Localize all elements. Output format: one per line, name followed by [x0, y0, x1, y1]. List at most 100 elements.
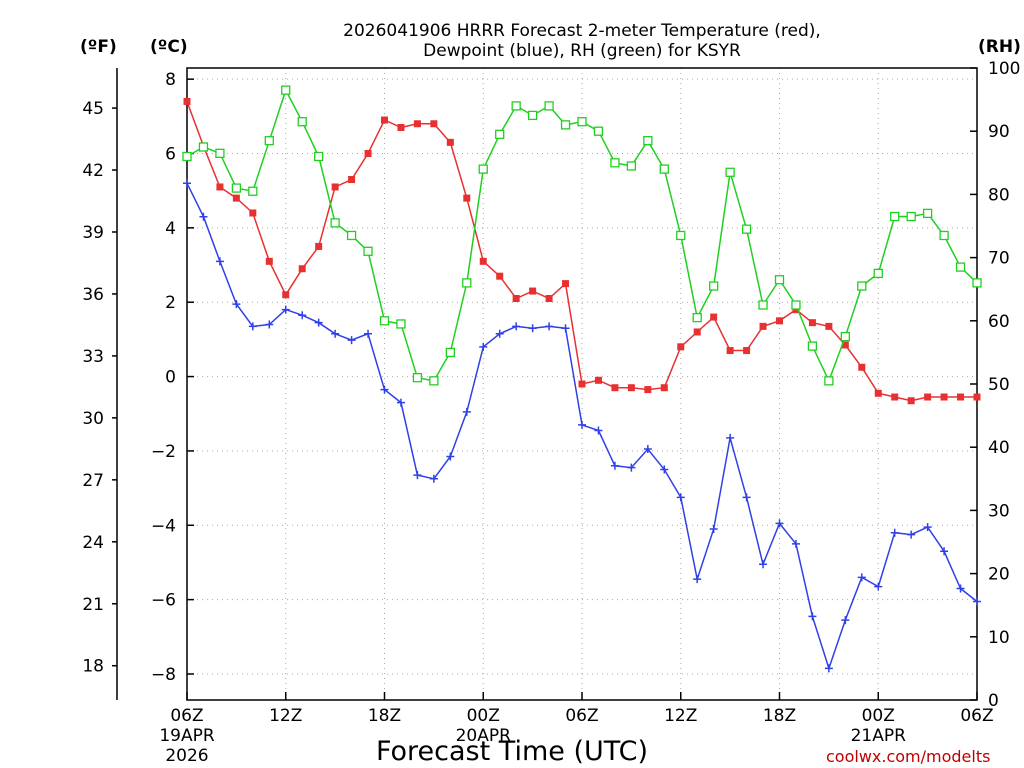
- time-tick-year: 2026: [165, 746, 208, 766]
- rh-point: [890, 211, 900, 222]
- dewpoint-point: [462, 407, 471, 416]
- temperature-point: [759, 322, 767, 330]
- dewpoint-point: [676, 493, 685, 502]
- time-tick-label: 00Z: [862, 706, 895, 726]
- rh-point: [379, 316, 390, 326]
- temperature-series: [183, 97, 981, 405]
- rh-point: [955, 262, 966, 272]
- dewpoint-point: [364, 329, 373, 338]
- celsius-tick-label: −2: [151, 442, 176, 462]
- chart-title-line1: 2026041906 HRRR Forecast 2-meter Tempera…: [343, 21, 821, 41]
- dewpoint-point: [396, 398, 405, 407]
- dewpoint-point: [973, 597, 981, 606]
- rh-tick-label: 50: [988, 375, 1010, 395]
- temperature-point: [413, 120, 421, 128]
- rh-tick-label: 0: [988, 691, 999, 711]
- dewpoint-point: [907, 530, 916, 539]
- dewpoint-point: [413, 471, 422, 480]
- rh-point: [560, 120, 571, 130]
- dewpoint-point: [940, 547, 949, 556]
- rh-point: [314, 151, 324, 162]
- rh-point: [462, 278, 472, 288]
- fahrenheit-tick-label: 18: [82, 657, 104, 677]
- dewpoint-point: [890, 528, 899, 537]
- dewpoint-point: [693, 575, 702, 584]
- temperature-point: [216, 183, 224, 191]
- dewpoint-point: [956, 584, 965, 593]
- dewpoint-point: [479, 342, 488, 351]
- rh-point: [215, 148, 225, 158]
- dewpoint-point: [578, 420, 586, 429]
- dewpoint-series: [183, 179, 981, 673]
- celsius-unit-label: (ºC): [150, 37, 188, 57]
- time-tick-label: 18Z: [368, 706, 401, 726]
- temperature-point: [924, 393, 932, 401]
- dewpoint-point: [298, 311, 307, 320]
- temperature-point: [693, 328, 701, 336]
- rh-tick-label: 40: [988, 438, 1010, 458]
- temperature-point: [957, 393, 965, 401]
- credit-label: coolwx.com/modelts: [826, 747, 990, 766]
- temperature-point: [364, 150, 372, 158]
- rh-point: [593, 126, 604, 136]
- rh-tick-label: 20: [988, 565, 1010, 585]
- dewpoint-point: [791, 539, 800, 548]
- fahrenheit-tick-label: 21: [82, 595, 104, 615]
- rh-tick-label: 60: [988, 312, 1010, 332]
- rh-point: [676, 230, 686, 241]
- temperature-point: [677, 343, 685, 351]
- temperature-point: [710, 313, 718, 321]
- temperature-point: [397, 123, 405, 131]
- time-tick-date: 21APR: [851, 726, 907, 746]
- rh-point: [346, 230, 357, 241]
- celsius-tick-label: −4: [151, 516, 176, 536]
- rh-point: [198, 142, 209, 152]
- celsius-tick-label: 8: [165, 70, 176, 90]
- dewpoint-point: [199, 212, 208, 221]
- rh-point: [692, 312, 702, 323]
- rh-axis: 0 10 20 30 40 50 60 70 80 90 100: [970, 59, 1020, 711]
- temperature-point: [529, 287, 537, 295]
- fahrenheit-tick-label: 24: [82, 533, 104, 553]
- dewpoint-point: [380, 385, 389, 394]
- rh-point: [264, 136, 274, 146]
- temperature-point: [644, 386, 652, 394]
- temperature-point: [282, 291, 290, 299]
- temperature-point: [463, 194, 471, 202]
- celsius-tick-label: 4: [165, 219, 176, 239]
- dewpoint-point: [545, 322, 554, 331]
- temperature-point: [776, 317, 783, 325]
- rh-point: [774, 275, 785, 285]
- time-tick-label: 06Z: [960, 706, 993, 726]
- temperature-point: [496, 272, 504, 280]
- temperature-point: [594, 376, 602, 384]
- temperature-point: [841, 341, 849, 349]
- rh-point: [478, 164, 488, 174]
- rh-point: [643, 136, 653, 146]
- fahrenheit-tick-label: 39: [82, 223, 104, 243]
- temperature-point: [940, 393, 948, 401]
- dewpoint-point: [857, 573, 866, 582]
- rh-point: [544, 101, 554, 111]
- dewpoint-point: [709, 524, 718, 533]
- temperature-point: [825, 322, 833, 330]
- dewpoint-point: [232, 300, 241, 309]
- temperature-point: [249, 209, 257, 217]
- temperature-point: [331, 183, 339, 191]
- rh-point: [824, 376, 834, 386]
- rh-point: [297, 117, 307, 127]
- fahrenheit-unit-label: (ºF): [80, 37, 117, 57]
- dewpoint-point: [512, 322, 521, 331]
- dewpoint-point: [660, 465, 669, 474]
- rh-point: [610, 158, 620, 168]
- temperature-point: [891, 393, 899, 401]
- dewpoint-point: [265, 320, 274, 329]
- rh-tick-label: 70: [988, 249, 1010, 269]
- rh-point: [807, 341, 818, 351]
- fahrenheit-tick-label: 42: [82, 161, 104, 181]
- rh-tick-label: 100: [988, 59, 1020, 79]
- dewpoint-point: [281, 305, 290, 314]
- rh-point: [725, 167, 735, 177]
- rh-point: [791, 300, 801, 310]
